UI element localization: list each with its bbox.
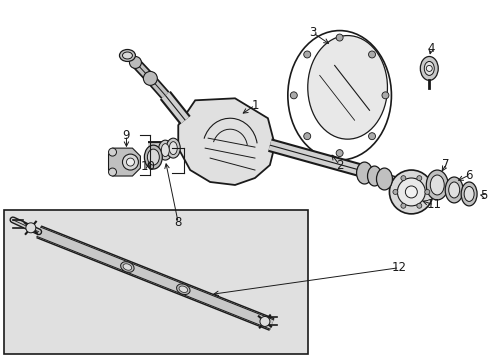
Text: 2: 2 xyxy=(335,158,343,172)
Circle shape xyxy=(400,203,405,208)
Ellipse shape xyxy=(158,140,172,160)
Ellipse shape xyxy=(424,62,433,75)
Text: 12: 12 xyxy=(391,261,406,274)
Circle shape xyxy=(129,57,141,68)
Text: 8: 8 xyxy=(174,216,182,229)
Ellipse shape xyxy=(463,186,473,201)
Text: 5: 5 xyxy=(479,189,487,202)
Text: 6: 6 xyxy=(465,168,472,181)
Ellipse shape xyxy=(119,50,135,62)
Circle shape xyxy=(368,51,375,58)
Circle shape xyxy=(381,92,388,99)
Circle shape xyxy=(392,189,397,194)
Ellipse shape xyxy=(429,175,443,195)
Ellipse shape xyxy=(147,149,159,165)
Circle shape xyxy=(260,316,269,327)
Circle shape xyxy=(368,133,375,140)
Circle shape xyxy=(26,223,36,233)
Text: 9: 9 xyxy=(122,129,130,142)
Circle shape xyxy=(426,66,431,71)
Circle shape xyxy=(126,158,134,166)
Circle shape xyxy=(290,92,297,99)
Polygon shape xyxy=(108,148,140,176)
Circle shape xyxy=(122,154,138,170)
Text: 10: 10 xyxy=(141,159,156,172)
Text: 4: 4 xyxy=(427,42,434,55)
Ellipse shape xyxy=(123,264,131,270)
Bar xyxy=(4,210,307,354)
Ellipse shape xyxy=(307,36,386,139)
Ellipse shape xyxy=(367,166,381,186)
Text: 1: 1 xyxy=(251,99,258,112)
Circle shape xyxy=(335,150,343,157)
Circle shape xyxy=(143,71,157,85)
Circle shape xyxy=(388,170,432,214)
Ellipse shape xyxy=(179,286,187,292)
Ellipse shape xyxy=(460,182,476,206)
Circle shape xyxy=(400,176,405,181)
Circle shape xyxy=(335,34,343,41)
Circle shape xyxy=(416,203,421,208)
Text: 11: 11 xyxy=(426,198,441,211)
Ellipse shape xyxy=(376,168,392,190)
Circle shape xyxy=(303,51,310,58)
Circle shape xyxy=(108,168,116,176)
Ellipse shape xyxy=(144,145,162,169)
Ellipse shape xyxy=(166,138,180,158)
Ellipse shape xyxy=(444,177,462,203)
Text: 7: 7 xyxy=(442,158,449,171)
Circle shape xyxy=(416,176,421,181)
Ellipse shape xyxy=(122,52,132,59)
Circle shape xyxy=(108,148,116,156)
Ellipse shape xyxy=(121,262,134,272)
Ellipse shape xyxy=(420,57,437,80)
Polygon shape xyxy=(178,98,274,185)
Ellipse shape xyxy=(176,284,190,294)
Ellipse shape xyxy=(356,162,372,184)
Text: 3: 3 xyxy=(308,26,316,39)
Circle shape xyxy=(397,178,425,206)
Circle shape xyxy=(303,133,310,140)
Ellipse shape xyxy=(448,182,459,198)
Ellipse shape xyxy=(426,170,447,200)
Circle shape xyxy=(424,189,429,194)
Ellipse shape xyxy=(161,144,169,157)
Circle shape xyxy=(405,186,416,198)
Ellipse shape xyxy=(169,141,177,154)
